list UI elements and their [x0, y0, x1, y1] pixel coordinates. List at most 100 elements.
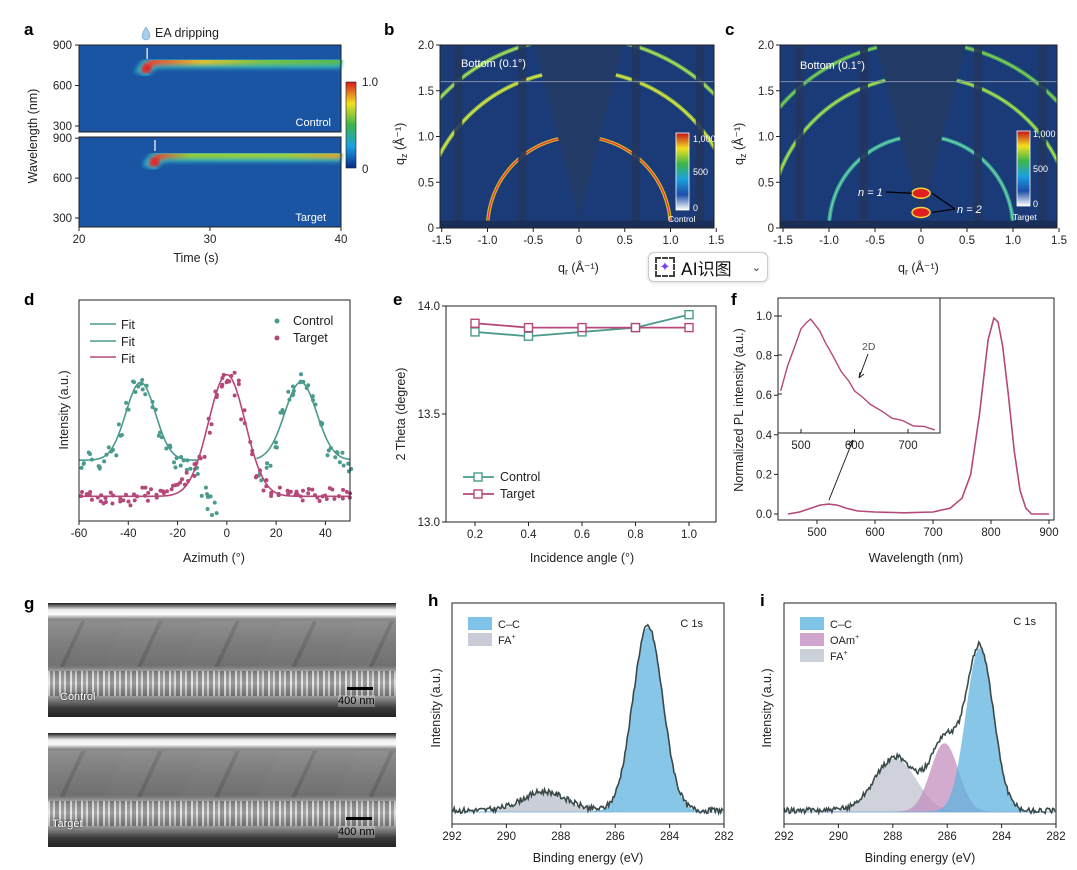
- legend-name: C–C: [498, 619, 520, 631]
- y-tick-label: 0.0: [756, 509, 772, 521]
- control-point: [280, 407, 285, 412]
- legend-swatch: [468, 633, 492, 646]
- x-tick-label: 1.0: [681, 529, 697, 541]
- y-tick-label: 900: [53, 133, 72, 145]
- scale-bar-label: 400 nm: [338, 826, 375, 838]
- y-axis-label: Intensity (a.u.): [429, 668, 443, 747]
- plot-frame: [78, 44, 342, 133]
- control-point: [326, 448, 331, 453]
- x-tick-label: 0: [224, 528, 230, 540]
- control-point: [132, 380, 137, 385]
- target-point: [232, 393, 237, 398]
- target-point: [170, 483, 175, 488]
- x-tick-label: 1.5: [1051, 235, 1067, 247]
- missing-wedge: [534, 45, 624, 219]
- x-axis-symbol: q: [898, 261, 905, 275]
- control-point: [341, 463, 346, 468]
- target-point: [84, 492, 89, 497]
- control-fit-line: [79, 381, 198, 461]
- x-tick-label: 282: [714, 831, 733, 843]
- n1-label: n = 1: [858, 187, 883, 199]
- panel-e-line-chart: 0.2 0.4 0.6 0.8 1.0 13.0 13.5 14.0: [418, 301, 717, 541]
- panel-b-giwaxs: -1.5 -1.0 -0.5 0 0.5 1.0 1.5 0 0.5 1.0 1.5 2.0: [418, 40, 724, 247]
- target-point: [341, 487, 346, 492]
- target-point: [277, 485, 282, 490]
- panel-label-b: b: [384, 20, 394, 39]
- legend-control: Control: [500, 470, 540, 484]
- y-tick-label: 1.5: [758, 86, 774, 98]
- target-point: [330, 487, 335, 492]
- x-tick-label: 292: [774, 831, 793, 843]
- control-point: [124, 400, 129, 405]
- panel-label-e: e: [393, 290, 402, 309]
- x-axis-unit: (Å⁻¹): [568, 260, 599, 275]
- control-point: [136, 384, 141, 389]
- panel-label-i: i: [760, 591, 765, 610]
- x-tick-label: -40: [120, 528, 137, 540]
- colorbar: [675, 132, 690, 211]
- legend-label: OAm+: [830, 634, 859, 647]
- x-tick-label: 600: [865, 527, 884, 539]
- inset-2d-label: 2D: [862, 341, 876, 353]
- detector-gap: [859, 45, 868, 228]
- panel-b-text: Bottom (0.1°) qr (Å⁻¹) qz (Å⁻¹) 1,000 50…: [392, 58, 716, 277]
- x-tick-label: 0.5: [617, 235, 633, 247]
- control-point: [140, 387, 145, 392]
- control-point: [337, 460, 342, 465]
- sem-texture: [48, 801, 396, 827]
- colorbar-tick: 1,000: [1033, 129, 1056, 139]
- n1-arrow: [885, 191, 913, 194]
- sem-image-target: Target 400 nm: [48, 733, 396, 847]
- y-tick-label: 13.0: [418, 517, 440, 529]
- target-point: [110, 501, 115, 506]
- legend-label: FA+: [830, 650, 848, 663]
- x-tick-label: 40: [319, 528, 332, 540]
- x-tick-label: 30: [204, 234, 217, 246]
- control-point: [195, 471, 200, 476]
- x-tick-label: 1.5: [708, 235, 724, 247]
- panel-h-text: Binding energy (eV) Intensity (a.u.) C 1…: [429, 618, 703, 865]
- sem-image-control: Control 400 nm: [48, 603, 396, 717]
- target-point: [236, 382, 241, 387]
- target-point: [145, 498, 150, 503]
- x-tick-label: 40: [335, 234, 348, 246]
- legend-control: Control: [293, 314, 333, 328]
- plot-frame: [783, 602, 1057, 825]
- colorbar-tick: 0: [1033, 199, 1038, 209]
- colorbar-min-label: 0: [362, 164, 368, 176]
- legend-marker: [473, 489, 483, 499]
- y-tick-label: 0.5: [758, 177, 774, 189]
- x-tick-label: -1.0: [819, 235, 839, 247]
- sem-grain-texture: [48, 751, 396, 797]
- colorbar-tick: 500: [1033, 164, 1048, 174]
- x-tick-label: 0.5: [959, 235, 975, 247]
- control-point: [340, 450, 345, 455]
- y-tick-label: 900: [53, 40, 72, 52]
- target-point: [310, 487, 315, 492]
- ai-image-recognition-button[interactable]: ✦ AI识图 ⌄: [648, 252, 768, 282]
- control-point: [87, 452, 92, 457]
- x-tick-label: 0: [576, 235, 582, 247]
- detector-gap: [695, 45, 704, 228]
- panel-f-text: Wavelength (nm) Normalized PL intensity …: [732, 328, 963, 565]
- target-point: [118, 499, 123, 504]
- control-point: [178, 463, 183, 468]
- y-axis-unit: (Å⁻¹): [731, 123, 746, 154]
- x-tick-label: 288: [883, 831, 902, 843]
- target-point: [317, 498, 322, 503]
- x-axis-label: Time (s): [173, 251, 218, 265]
- panel-label-h: h: [428, 591, 438, 610]
- target-point: [180, 477, 185, 482]
- control-point: [97, 465, 102, 470]
- target-point: [184, 470, 189, 475]
- y-tick-label: 0.2: [756, 469, 772, 481]
- target-point: [324, 497, 329, 502]
- target-point: [344, 489, 349, 494]
- control-point: [209, 512, 214, 517]
- n2-arrows: [931, 192, 956, 214]
- target-point: [88, 490, 93, 495]
- x-tick-label: 20: [73, 234, 86, 246]
- target-point: [132, 498, 137, 503]
- y-axis-label: Intensity (a.u.): [760, 668, 774, 747]
- detector-gap: [454, 45, 463, 228]
